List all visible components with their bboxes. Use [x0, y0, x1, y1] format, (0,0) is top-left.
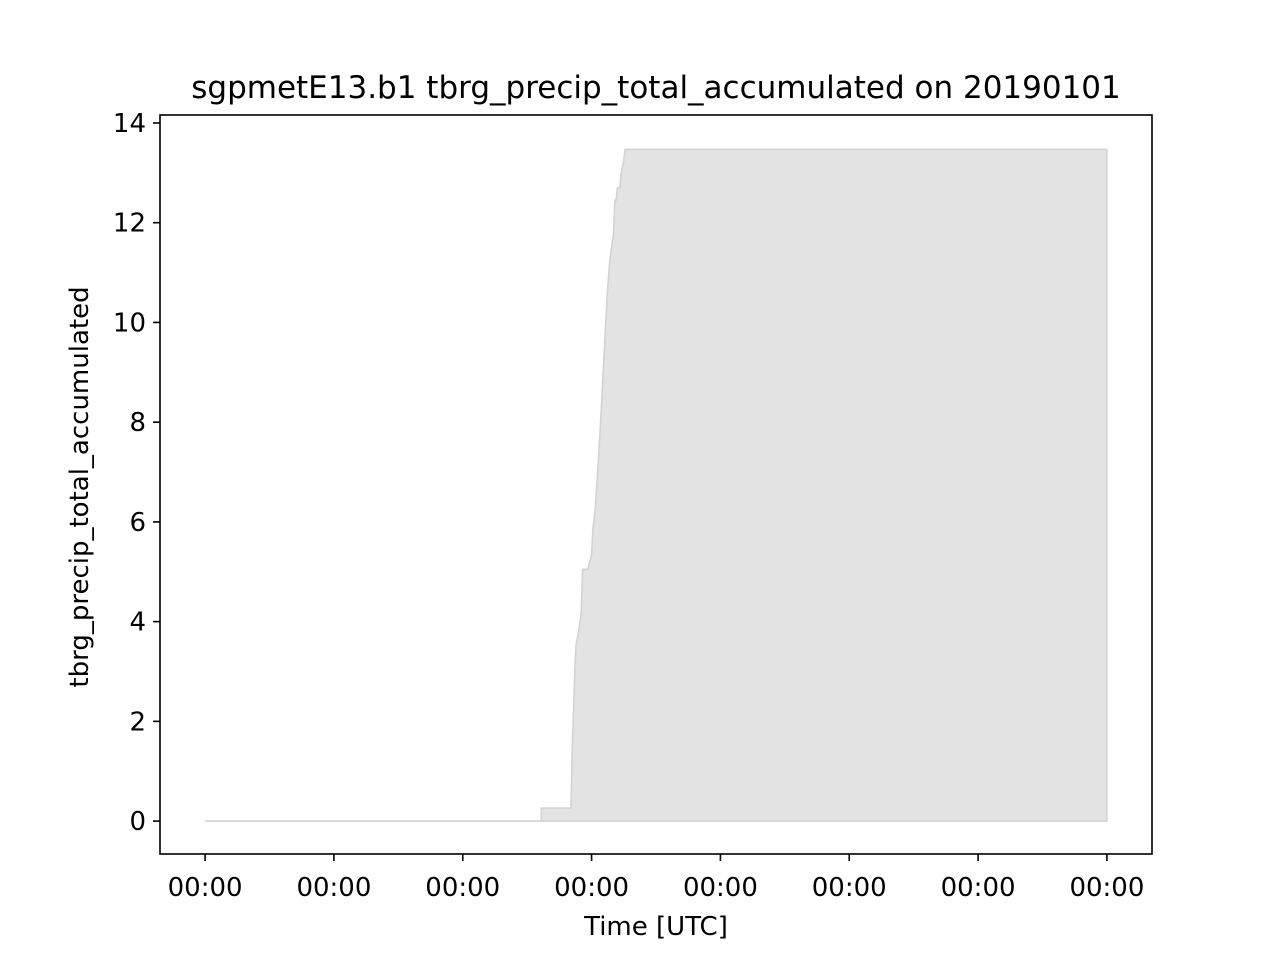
y-tick-label: 12 [113, 209, 146, 239]
x-tick-label: 00:00 [1069, 873, 1144, 903]
plot-frame [159, 114, 1153, 855]
x-tick-label: 00:00 [296, 873, 371, 903]
y-tick-label: 10 [113, 308, 146, 338]
plot-layer [205, 148, 1108, 822]
y-tick-label: 0 [129, 807, 146, 837]
y-axis-label: tbrg_precip_total_accumulated [65, 286, 95, 687]
y-axis: 0 2 4 6 8 10 12 14 [113, 109, 160, 837]
x-tick-label: 00:00 [168, 873, 243, 903]
x-tick-label: 00:00 [812, 873, 887, 903]
x-tick-label: 00:00 [554, 873, 629, 903]
area-series-0 [205, 148, 1108, 822]
x-tick-label: 00:00 [941, 873, 1016, 903]
y-tick-label: 14 [113, 109, 146, 139]
x-axis: 00:00 00:00 00:00 00:00 00:00 00:00 00:00 00:00 [168, 854, 1144, 903]
x-tick-label: 00:00 [425, 873, 500, 903]
y-tick-label: 6 [129, 508, 146, 538]
x-tick-label: 00:00 [683, 873, 758, 903]
x-axis-label: Time [UTC] [583, 912, 728, 942]
y-tick-label: 8 [129, 408, 146, 438]
y-tick-label: 4 [129, 608, 146, 638]
chart-title: sgpmetE13.b1 tbrg_precip_total_accumulat… [191, 70, 1121, 106]
y-tick-label: 2 [129, 707, 146, 737]
